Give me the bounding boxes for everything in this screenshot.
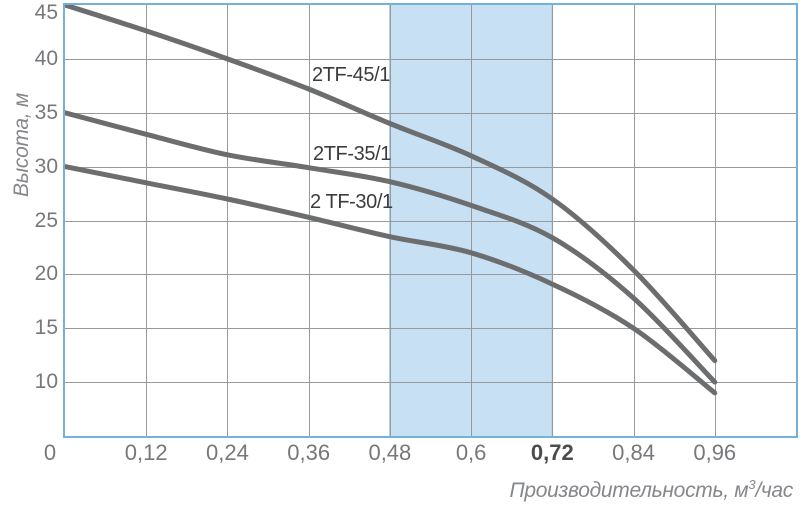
y-tick-label: 45 [34,1,58,24]
x-tick-label: 0,36 [287,440,331,465]
x-tick-label: 0,72 [530,440,574,465]
x-axis-title-unit: /час [755,479,793,502]
x-tick-label: 0,12 [124,440,168,465]
plot-area: 2TF-45/1 2TF-35/1 2 TF-30/1 [63,3,798,438]
x-tick-label: 0,24 [206,440,249,465]
x-axis-title-superscript: 3 [748,477,756,492]
curve-label-2TF-45-1: 2TF-45/1 [312,64,390,86]
curve-label-2-TF-30-1: 2 TF-30/1 [310,191,393,213]
y-tick-label: 15 [34,316,58,340]
curve-2-TF-30-1 [65,164,718,396]
x-axis-title: Производительность, м3/час [509,477,793,503]
curve-2TF-45-1 [65,5,718,364]
curve-label-2TF-35-1: 2TF-35/1 [313,143,391,165]
x-tick-label: 0,84 [612,440,655,465]
y-tick-label: 40 [34,46,58,70]
y-tick-label: 20 [34,262,58,286]
y-tick-label: 35 [34,100,58,124]
x-tick-label: 0,96 [693,440,737,465]
y-tick-label: 25 [34,208,58,232]
curve-2TF-35-1 [65,110,718,385]
y-tick-label: 10 [34,370,58,394]
x-tick-label: 0,6 [455,440,487,465]
x-tick-label: 0 [43,440,57,465]
y-tick-label: 30 [34,154,58,178]
x-axis-title-text: Производительность, м [509,479,749,502]
x-tick-label: 0,48 [368,440,412,465]
plot-canvas [65,5,796,436]
